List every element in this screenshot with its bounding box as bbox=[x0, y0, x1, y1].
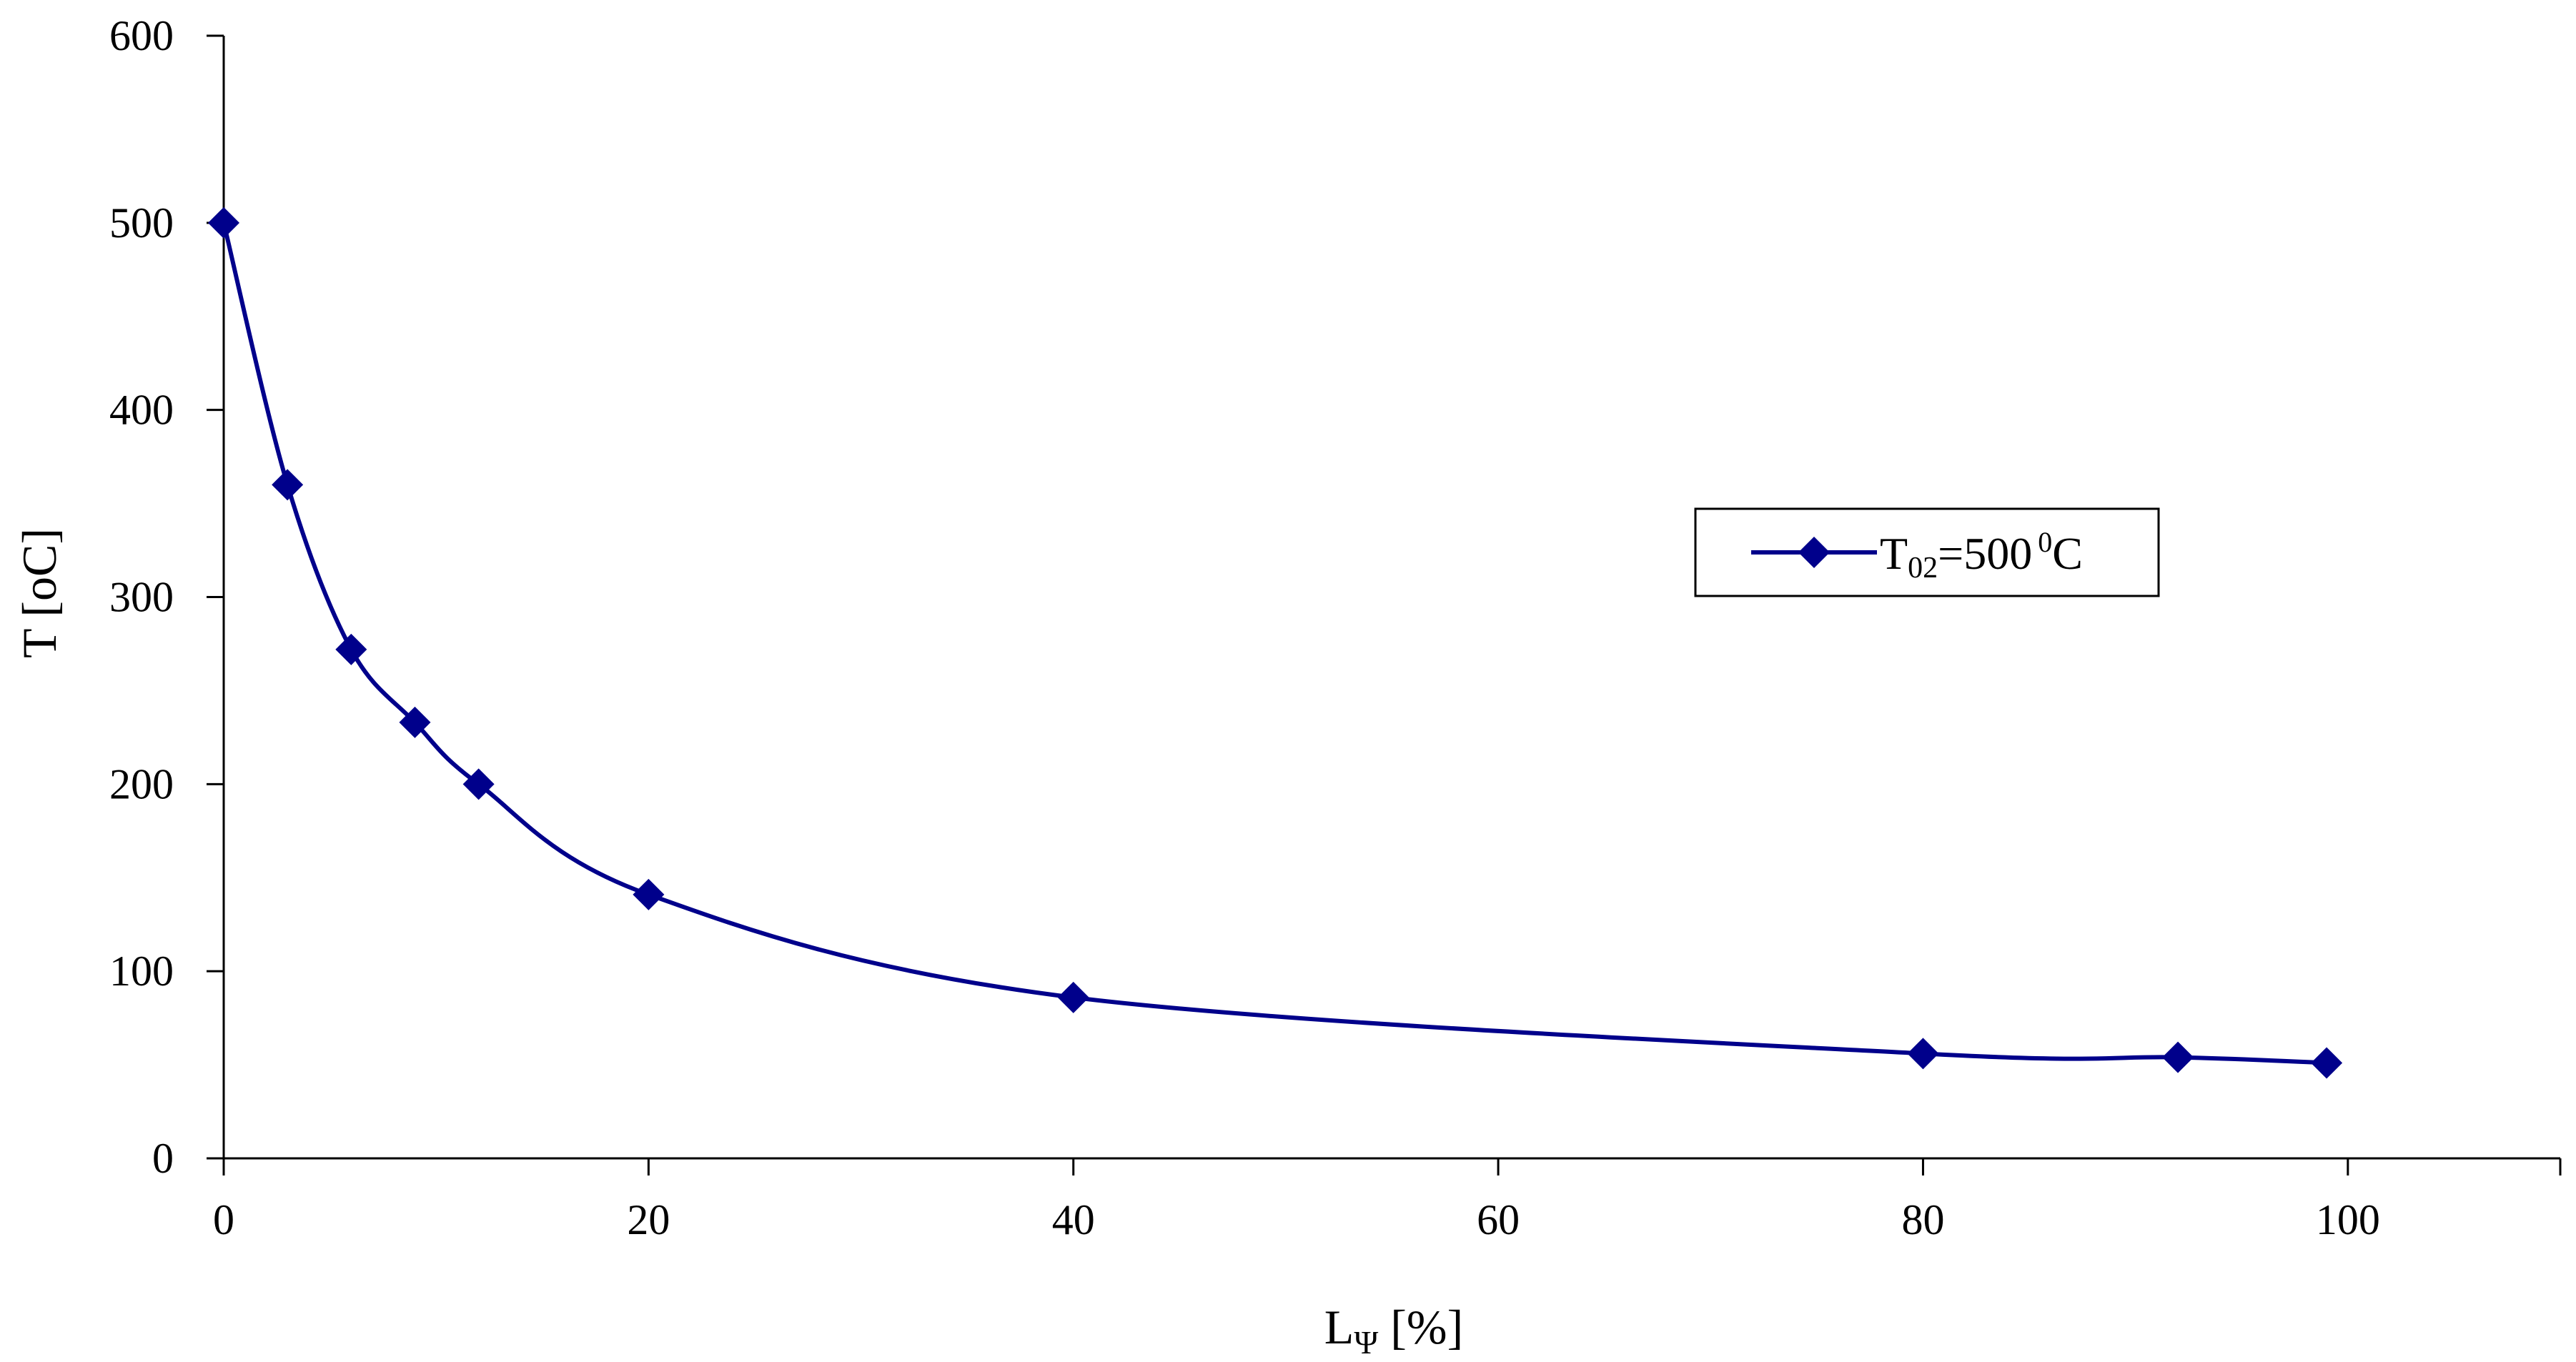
x-tick-label: 80 bbox=[1901, 1196, 1944, 1243]
x-tick-label: 20 bbox=[627, 1196, 670, 1243]
data-point bbox=[272, 469, 304, 501]
legend: T02=500 0C bbox=[1694, 507, 2160, 597]
y-tick-label: 600 bbox=[109, 12, 174, 59]
legend-marker-diamond bbox=[1798, 537, 1830, 568]
y-tick-label: 100 bbox=[109, 948, 174, 995]
series-layer bbox=[208, 207, 2343, 1079]
data-point bbox=[399, 706, 431, 738]
data-point bbox=[2162, 1041, 2194, 1073]
axes: 0 100 200 300 400 500 600 0 20 40 60 80 100 bbox=[109, 12, 2562, 1243]
data-point bbox=[2311, 1047, 2343, 1079]
y-tick-label: 200 bbox=[109, 760, 174, 807]
data-point bbox=[1907, 1038, 1939, 1070]
y-ticks: 0 100 200 300 400 500 600 bbox=[109, 12, 224, 1182]
data-point bbox=[335, 633, 367, 665]
data-point bbox=[633, 878, 665, 910]
y-tick-label: 500 bbox=[109, 199, 174, 247]
x-axis-title: LΨ [%] bbox=[1324, 1300, 1463, 1361]
data-point bbox=[208, 207, 239, 239]
x-tick-label: 0 bbox=[213, 1196, 234, 1243]
series-line bbox=[222, 222, 2327, 1065]
x-tick-label: 60 bbox=[1477, 1196, 1520, 1243]
y-tick-label: 400 bbox=[109, 387, 174, 434]
data-point bbox=[462, 768, 495, 800]
y-axis-title: T [oC] bbox=[12, 528, 66, 658]
y-tick-label: 300 bbox=[109, 574, 174, 621]
x-tick-label: 100 bbox=[2316, 1196, 2380, 1243]
legend-label: T02=500 0C bbox=[1880, 526, 2083, 585]
x-tick-label: 40 bbox=[1052, 1196, 1095, 1243]
x-ticks: 0 20 40 60 80 100 bbox=[213, 1158, 2562, 1243]
data-point bbox=[1057, 981, 1089, 1013]
y-tick-label: 0 bbox=[152, 1135, 174, 1182]
